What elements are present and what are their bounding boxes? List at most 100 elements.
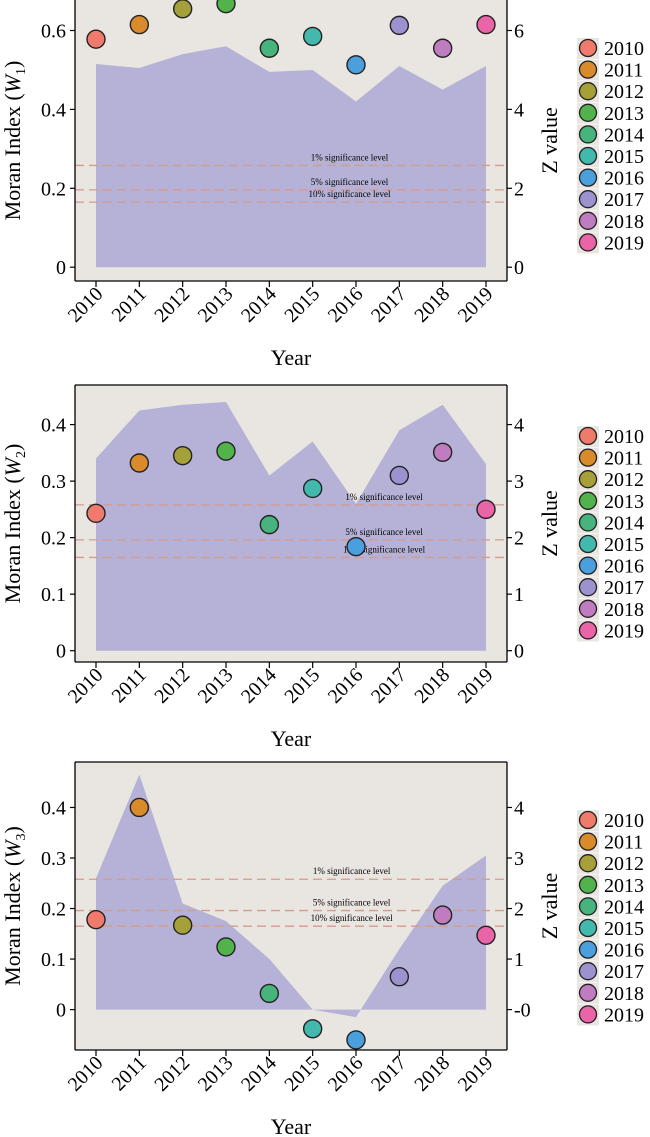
legend-marker bbox=[578, 599, 598, 618]
legend-marker bbox=[578, 556, 598, 575]
y2-tick-label: 0 bbox=[514, 257, 524, 279]
x-tick-label: 2018 bbox=[410, 1052, 454, 1096]
y2-tick-label: 2 bbox=[514, 178, 524, 200]
y2-tick-label: 0 bbox=[514, 641, 524, 663]
data-point bbox=[432, 905, 453, 925]
legend-label: 2019 bbox=[604, 232, 644, 254]
y-tick-label: 0.3 bbox=[41, 471, 66, 493]
legend-marker bbox=[578, 168, 598, 187]
x-tick-label: 2017 bbox=[367, 283, 411, 327]
y2-tick-label: 4 bbox=[514, 797, 524, 819]
z-value-area bbox=[96, 401, 486, 651]
legend-label: 2018 bbox=[604, 211, 644, 233]
data-point bbox=[172, 915, 193, 935]
significance-label: 5% significance level bbox=[313, 898, 391, 908]
y-tick-label: 0.6 bbox=[41, 21, 66, 43]
x-tick-label: 2010 bbox=[64, 1052, 108, 1096]
legend-marker bbox=[578, 448, 598, 467]
legend-label: 2010 bbox=[604, 38, 644, 60]
data-point bbox=[129, 14, 150, 35]
legend-label: 2011 bbox=[604, 60, 643, 82]
legend-marker bbox=[578, 918, 598, 938]
data-point bbox=[129, 453, 150, 473]
data-point bbox=[476, 499, 496, 520]
x-tick-label: 2012 bbox=[150, 664, 194, 708]
significance-label: 10% significance level bbox=[309, 189, 391, 199]
y-tick-label: 0.4 bbox=[41, 797, 66, 819]
data-point bbox=[259, 38, 280, 58]
legend-label: 2018 bbox=[604, 983, 644, 1005]
legend-label: 2018 bbox=[604, 599, 644, 621]
x-tick-label: 2017 bbox=[367, 664, 411, 708]
legend-label: 2015 bbox=[604, 534, 644, 556]
y-tick-label: 0.4 bbox=[41, 99, 66, 121]
y-axis-title-prefix: Moran Index ( bbox=[0, 859, 25, 986]
y-tick-label: 0 bbox=[56, 1000, 66, 1022]
legend-label: 2015 bbox=[604, 146, 644, 168]
legend-marker bbox=[578, 1005, 598, 1024]
y-tick-label: 0.2 bbox=[41, 899, 66, 921]
legend-label: 2016 bbox=[604, 168, 644, 190]
data-point bbox=[216, 0, 236, 14]
x-tick-label: 2016 bbox=[324, 283, 368, 327]
legend-label: 2019 bbox=[604, 620, 644, 642]
legend-marker bbox=[578, 897, 598, 916]
x-tick-label: 2011 bbox=[108, 664, 151, 707]
significance-label: 5% significance level bbox=[345, 527, 423, 537]
legend-label: 2012 bbox=[604, 469, 644, 491]
legend-marker bbox=[578, 426, 598, 446]
legend-label: 2019 bbox=[604, 1004, 644, 1026]
y-tick-label: 0.4 bbox=[41, 415, 66, 437]
data-point bbox=[259, 514, 280, 535]
z-value-area bbox=[96, 774, 486, 1018]
legend-marker bbox=[578, 60, 598, 79]
x-axis-title: Year bbox=[271, 345, 312, 370]
legend-marker bbox=[578, 578, 598, 597]
legend-marker bbox=[578, 621, 598, 640]
z-value-area bbox=[96, 46, 486, 268]
plot-area bbox=[75, 774, 507, 1018]
legend-marker bbox=[578, 125, 598, 144]
legend-label: 2011 bbox=[604, 448, 643, 470]
data-point bbox=[216, 937, 236, 957]
x-tick-label: 2015 bbox=[280, 283, 324, 327]
x-tick-label: 2012 bbox=[150, 1052, 194, 1096]
y-axis-title-suffix: ) bbox=[0, 826, 25, 833]
legend-marker bbox=[578, 103, 598, 122]
y-axis-title-subscript: 1 bbox=[14, 68, 29, 75]
y2-axis-title: Z value bbox=[537, 107, 562, 174]
data-point bbox=[432, 38, 453, 58]
legend-marker bbox=[578, 82, 598, 101]
x-tick-label: 2010 bbox=[64, 283, 108, 327]
y-tick-label: 0.2 bbox=[41, 528, 66, 550]
legend-label: 2012 bbox=[604, 853, 644, 875]
x-tick-label: 2012 bbox=[150, 283, 194, 327]
x-tick-label: 2013 bbox=[194, 664, 238, 708]
legend-label: 2011 bbox=[604, 832, 643, 854]
data-point bbox=[86, 909, 106, 930]
y2-tick-label: 3 bbox=[514, 848, 524, 870]
x-tick-label: 2014 bbox=[237, 1052, 281, 1096]
data-point bbox=[389, 465, 410, 486]
y-tick-label: 0.2 bbox=[41, 178, 66, 200]
significance-label: 10% significance level bbox=[343, 544, 425, 554]
legend-marker bbox=[578, 832, 598, 851]
legend-label: 2017 bbox=[604, 961, 644, 983]
y-axis-title-variable: W bbox=[0, 839, 25, 859]
significance-label: 1% significance level bbox=[311, 152, 389, 162]
legend-label: 2016 bbox=[604, 940, 644, 962]
significance-label: 5% significance level bbox=[311, 177, 389, 187]
y-axis-title-suffix: ) bbox=[0, 444, 25, 451]
y-tick-label: 0 bbox=[56, 641, 66, 663]
y-axis-title-variable: W bbox=[0, 73, 25, 93]
y-axis-title-suffix: ) bbox=[0, 61, 25, 68]
y2-tick-label: 1 bbox=[514, 584, 524, 606]
y-axis-title: Moran Index (W2) bbox=[0, 444, 29, 604]
legend-marker bbox=[578, 190, 598, 209]
legend-label: 2014 bbox=[604, 124, 644, 146]
x-tick-label: 2018 bbox=[410, 283, 454, 327]
